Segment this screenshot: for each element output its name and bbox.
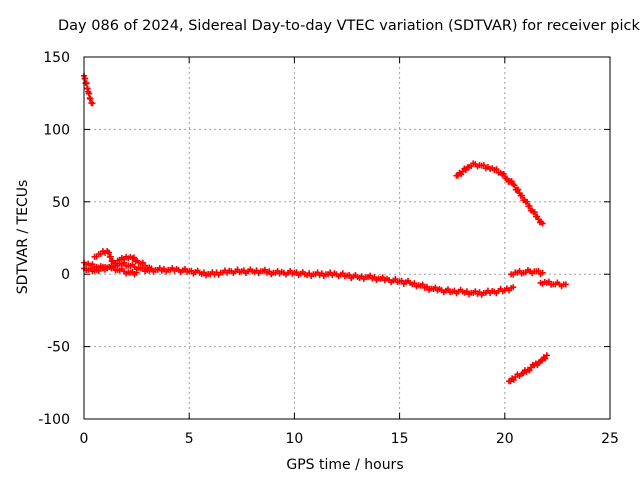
data-point: [535, 267, 542, 274]
data-point: [107, 253, 114, 260]
plot-frame: [83, 56, 611, 420]
data-point: [524, 198, 531, 205]
data-point: [542, 355, 549, 362]
data-point: [511, 182, 518, 189]
data-point: [535, 216, 542, 223]
chart-title: Day 086 of 2024, Sidereal Day-to-day VTE…: [58, 18, 640, 34]
data-point: [545, 278, 552, 285]
x-tick-label: 20: [496, 431, 514, 447]
x-tick-label: 5: [185, 431, 194, 447]
x-tick-label: 10: [285, 431, 303, 447]
data-point: [148, 265, 155, 272]
y-tick-label: 100: [43, 122, 70, 138]
data-point: [89, 100, 96, 107]
x-tick-label: 0: [80, 431, 89, 447]
x-axis-label: GPS time / hours: [286, 457, 404, 473]
data-point: [539, 269, 546, 276]
data-point: [503, 175, 510, 182]
y-axis-label: SDTVAR / TECUs: [15, 179, 31, 295]
data-point: [508, 178, 515, 185]
x-tick-label: 15: [391, 431, 409, 447]
data-point: [480, 162, 487, 169]
data-point: [543, 352, 550, 359]
data-point: [493, 166, 500, 173]
data-point: [510, 284, 517, 291]
data-point: [130, 254, 137, 261]
data-point: [411, 280, 418, 287]
y-tick-label: 0: [61, 267, 70, 283]
y-tick-label: 50: [52, 195, 70, 211]
data-point: [562, 281, 569, 288]
data-point: [87, 95, 94, 102]
data-point: [539, 357, 546, 364]
data-point: [515, 186, 522, 193]
tick-labels: 0 5 10 15 20 25 150 100 50 0 -50 -100: [38, 50, 619, 447]
x-tick-label: 25: [601, 431, 619, 447]
data-point: [110, 264, 117, 271]
data-point: [519, 192, 526, 199]
data-point: [539, 220, 546, 227]
y-tick-label: -50: [47, 340, 70, 356]
data-point: [531, 209, 538, 216]
y-tick-label: -100: [38, 412, 70, 428]
data-point: [133, 269, 140, 276]
data-point: [423, 283, 430, 290]
data-point: [105, 249, 112, 256]
data-point: [89, 261, 96, 268]
data-point: [419, 281, 426, 288]
y-tick-label: 150: [43, 50, 70, 66]
data-point: [526, 203, 533, 210]
grid-lines: [84, 57, 610, 419]
data-points: [81, 72, 569, 385]
data-point: [500, 170, 507, 177]
